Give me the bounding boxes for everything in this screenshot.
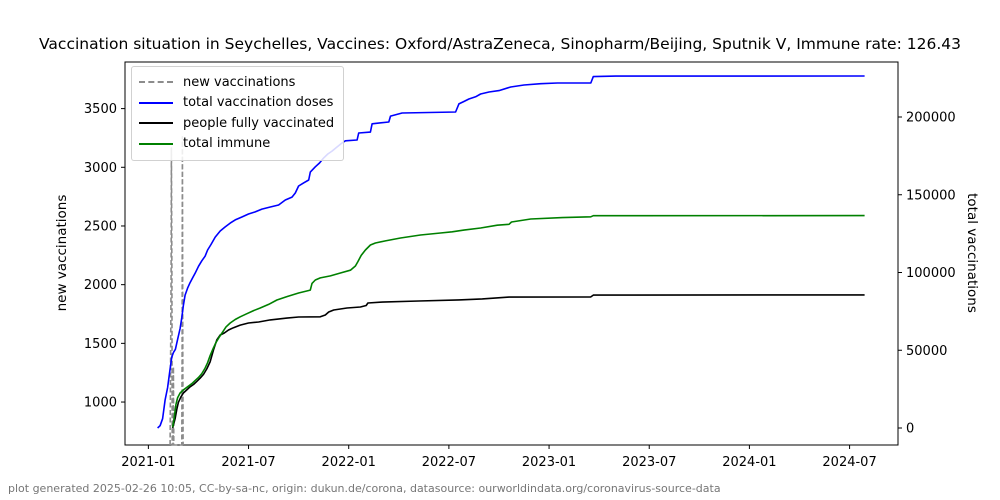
x-tick-label: 2023-01	[522, 455, 576, 470]
x-tick-label: 2023-07	[622, 455, 676, 470]
legend-entry-people-fully-vaccinated: people fully vaccinated	[139, 113, 334, 134]
y-tick-right-label: 50000	[906, 344, 947, 359]
left-axis-title: new vaccinations	[54, 194, 70, 312]
y-tick-left-label: 2000	[84, 278, 117, 293]
y-tick-right-label: 150000	[906, 188, 956, 203]
y-tick-right-label: 0	[906, 422, 914, 437]
black-line-sample-icon	[139, 122, 173, 125]
y-tick-left-label: 1000	[84, 396, 117, 411]
x-tick-label: 2022-01	[322, 455, 376, 470]
legend-label: total vaccination doses	[183, 95, 334, 111]
y-tick-left-label: 3000	[84, 161, 117, 176]
y-tick-right-label: 200000	[906, 111, 956, 126]
legend-entry-total-immune: total immune	[139, 134, 334, 155]
x-tick-label: 2021-07	[221, 455, 275, 470]
legend-label: people fully vaccinated	[183, 115, 335, 131]
right-axis-title: total vaccinations	[964, 193, 980, 313]
x-tick-label: 2024-07	[822, 455, 876, 470]
blue-line-sample-icon	[139, 101, 173, 104]
y-tick-left-label: 3500	[84, 102, 117, 117]
legend-label: new vaccinations	[183, 74, 296, 90]
legend-label: total immune	[183, 136, 271, 152]
chart-title: Vaccination situation in Seychelles, Vac…	[39, 35, 961, 53]
y-tick-left-label: 1500	[84, 337, 117, 352]
dashed-line-sample-icon	[139, 81, 173, 84]
legend: new vaccinations total vaccination doses…	[131, 66, 345, 161]
series-line-total-immune	[171, 214, 865, 428]
x-tick-label: 2022-07	[422, 455, 476, 470]
x-tick-label: 2021-01	[121, 455, 175, 470]
series-line-people-fully-vaccinated	[171, 294, 865, 429]
y-tick-left-label: 2500	[84, 219, 117, 234]
plot-frame	[124, 61, 899, 446]
footer-credit: plot generated 2025-02-26 10:05, CC-by-s…	[8, 482, 721, 495]
green-line-sample-icon	[139, 142, 173, 145]
x-tick-label: 2024-01	[722, 455, 776, 470]
legend-entry-total-vaccination-doses: total vaccination doses	[139, 93, 334, 114]
legend-entry-new-vaccinations: new vaccinations	[139, 72, 334, 93]
series-line-total-vaccination-doses	[157, 75, 865, 429]
y-tick-right-label: 100000	[906, 266, 956, 281]
